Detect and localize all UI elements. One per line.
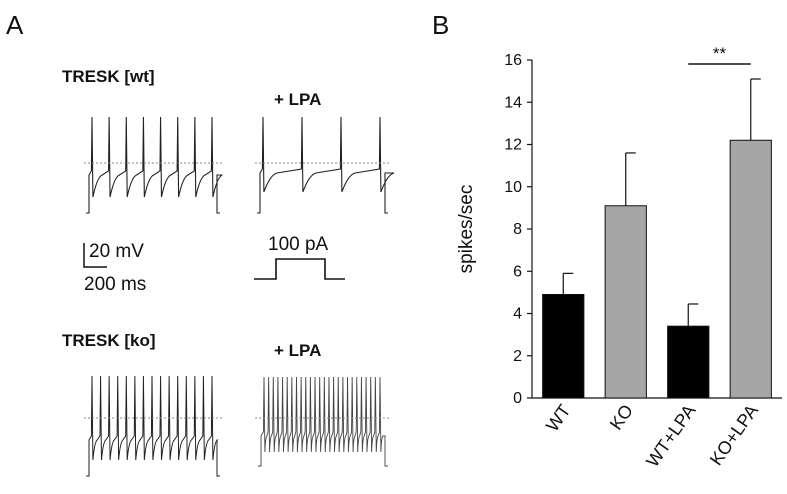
y-tick-label: 14 — [504, 94, 522, 111]
voltage-trace-ko — [86, 375, 220, 477]
trace-title-ko-lpa: + LPA — [274, 341, 321, 360]
category-label: KO+LPA — [706, 401, 762, 469]
y-tick-label: 16 — [504, 52, 522, 69]
stimulus-step — [254, 258, 345, 280]
scale-bar — [83, 243, 107, 268]
bar — [729, 139, 772, 399]
bar — [542, 293, 585, 399]
y-tick-label: 0 — [513, 390, 522, 407]
panel-b-letter: B — [432, 10, 449, 40]
category-label: KO — [606, 401, 637, 434]
voltage-trace-wt — [86, 116, 223, 214]
trace-title-wt-lpa: + LPA — [274, 90, 321, 109]
category-label: WT — [542, 401, 574, 435]
scale-time-label: 200 ms — [84, 274, 146, 295]
stimulus-label: 100 pA — [268, 234, 329, 255]
y-tick-label: 4 — [513, 306, 522, 323]
bar-chart: 0 2 4 6 8 10 12 14 16 WT KO WT+LPA KO+LPA ** — [504, 44, 782, 471]
y-tick-label: 6 — [513, 263, 522, 280]
y-tick-label: 10 — [504, 179, 522, 196]
scale-voltage-label: 20 mV — [89, 241, 144, 262]
bar — [667, 325, 710, 399]
voltage-trace-ko-lpa — [258, 376, 388, 467]
y-tick-label: 12 — [504, 137, 522, 154]
trace-title-ko: TRESK [ko] — [62, 331, 156, 350]
y-axis-label: spikes/sec — [456, 185, 477, 274]
y-tick-label: 2 — [513, 348, 522, 365]
bar — [604, 205, 647, 399]
significance-label: ** — [713, 44, 727, 63]
trace-title-wt: TRESK [wt] — [62, 67, 155, 86]
voltage-trace-wt-lpa — [257, 116, 395, 214]
panel-a-letter: A — [6, 10, 24, 40]
y-tick-label: 8 — [513, 221, 522, 238]
category-label: WT+LPA — [642, 401, 699, 471]
